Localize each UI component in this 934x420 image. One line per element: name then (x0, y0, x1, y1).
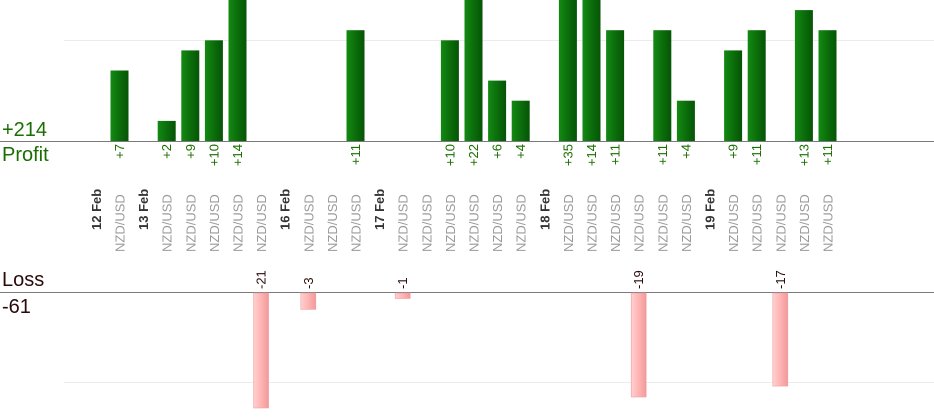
profit-bar (724, 50, 743, 141)
profit-label: Profit (2, 144, 49, 166)
profit-bar (488, 80, 507, 141)
profit-value-label: +10 (206, 144, 221, 166)
profit-bar (606, 30, 625, 142)
pair-tick-label: NZD/USD (254, 194, 269, 252)
date-tick-label: 12 Feb (89, 189, 104, 230)
x-tick-labels: NZD/USD 12 Feb NZD/USD 13 Feb NZD/USD NZD/USD… (89, 189, 836, 252)
profit-value-label: +14 (230, 144, 245, 166)
pair-tick-label: NZD/USD (349, 194, 364, 252)
pair-tick-label: NZD/USD (160, 194, 175, 252)
profit-bar (110, 70, 129, 141)
date-tick-label: 17 Feb (372, 189, 387, 230)
profit-bar (558, 0, 577, 141)
profit-value-label: +10 (442, 144, 457, 166)
profit-value-label: +11 (749, 144, 764, 165)
axes (0, 141, 934, 293)
profit-total: +214 (2, 119, 48, 141)
pair-tick-label: NZD/USD (231, 194, 246, 252)
date-tick-label: 13 Feb (136, 189, 151, 230)
profit-value-label: +35 (560, 144, 575, 166)
pair-tick-label: NZD/USD (773, 194, 788, 252)
loss-value-label: -3 (301, 277, 316, 289)
profit-bar (440, 40, 459, 141)
loss-value-label: -17 (773, 270, 788, 289)
loss-value-label: -1 (395, 277, 410, 289)
profit-bar (228, 0, 247, 141)
pair-tick-label: NZD/USD (750, 194, 765, 252)
profit-value-label: +11 (608, 144, 623, 165)
profit-bar (464, 0, 483, 142)
loss-bar (300, 292, 317, 310)
pair-tick-label: NZD/USD (301, 194, 316, 252)
profit-value-label: +6 (490, 144, 505, 159)
profit-value-label: +9 (726, 144, 741, 159)
profit-value-label: +14 (584, 144, 599, 166)
loss-bar (630, 292, 647, 398)
profit-bar (582, 0, 601, 141)
date-tick-label: 18 Feb (537, 189, 552, 230)
profit-value-label: +9 (183, 144, 198, 159)
profit-bar (204, 40, 223, 141)
profit-value-label: +4 (513, 144, 528, 159)
pair-tick-label: NZD/USD (726, 194, 741, 252)
pair-tick-label: NZD/USD (514, 194, 529, 252)
loss-bar (394, 292, 411, 299)
date-tick-label: 19 Feb (703, 189, 718, 230)
pair-tick-label: NZD/USD (655, 194, 670, 252)
pair-tick-label: NZD/USD (443, 194, 458, 252)
loss-bar (253, 292, 269, 409)
pair-tick-label: NZD/USD (679, 194, 694, 252)
pair-tick-label: NZD/USD (490, 194, 505, 252)
pair-tick-label: NZD/USD (467, 194, 482, 252)
profit-bar (511, 100, 530, 141)
pair-tick-label: NZD/USD (325, 194, 340, 252)
profit-bar (676, 100, 695, 141)
pair-tick-label: NZD/USD (585, 194, 600, 252)
profit-value-label: +4 (678, 144, 693, 159)
bars (110, 0, 837, 409)
profit-bar (157, 120, 176, 141)
profit-value-label: +7 (112, 144, 127, 159)
loss-total: -61 (2, 296, 31, 318)
profit-value-label: +11 (655, 144, 670, 165)
pair-tick-label: NZD/USD (632, 194, 647, 252)
pair-tick-label: NZD/USD (797, 194, 812, 252)
profit-value-label: +11 (348, 144, 363, 165)
loss-value-label: -19 (631, 270, 646, 289)
profit-bar (653, 30, 672, 142)
pair-tick-label: NZD/USD (183, 194, 198, 252)
date-tick-label: 16 Feb (278, 189, 293, 230)
loss-label: Loss (2, 269, 45, 291)
bar-value-labels: +7 +2 +9 +10 +14 -21 -3 +11 -1 +10 +22 +6 +4 +35 +14 +1… (112, 144, 835, 289)
profit-bar (346, 30, 365, 142)
profit-value-label: +11 (820, 144, 835, 165)
pair-tick-label: NZD/USD (207, 194, 222, 252)
loss-value-label: -21 (254, 270, 269, 289)
pair-tick-label: NZD/USD (608, 194, 623, 252)
pair-tick-label: NZD/USD (561, 194, 576, 252)
pair-tick-label: NZD/USD (113, 194, 128, 252)
profit-bar (794, 10, 813, 141)
loss-bar (772, 292, 789, 387)
profit-bar (181, 50, 200, 141)
profit-value-label: +2 (159, 144, 174, 159)
profit-bar (818, 30, 837, 142)
profit-value-label: +22 (466, 144, 481, 166)
pair-tick-label: NZD/USD (396, 194, 411, 252)
profit-bar (747, 30, 766, 142)
pair-tick-label: NZD/USD (419, 194, 434, 252)
pair-tick-label: NZD/USD (821, 194, 836, 252)
profit-value-label: +13 (796, 144, 811, 166)
